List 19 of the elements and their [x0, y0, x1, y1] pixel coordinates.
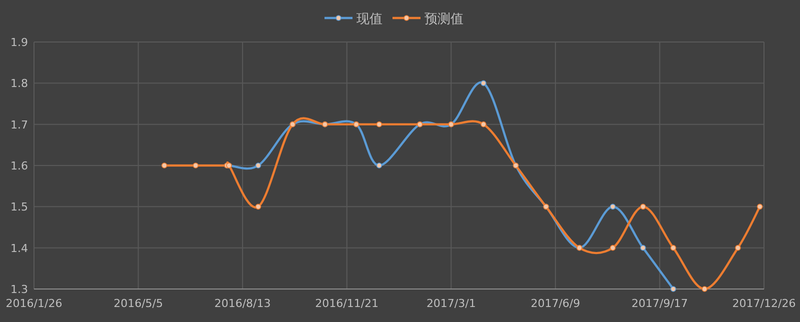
point — [610, 204, 616, 210]
point — [640, 204, 646, 210]
point — [376, 162, 382, 168]
point — [735, 244, 741, 251]
point — [670, 244, 676, 251]
point — [480, 80, 486, 86]
point — [192, 162, 199, 168]
point — [640, 244, 646, 251]
point — [161, 162, 168, 168]
point — [376, 121, 382, 128]
point — [670, 286, 676, 292]
legend-label: 预测值 — [424, 12, 464, 27]
point — [255, 162, 262, 168]
point — [702, 286, 708, 292]
legend-label: 现值 — [356, 12, 382, 27]
point — [610, 244, 616, 251]
point — [255, 204, 262, 210]
point — [756, 204, 763, 210]
point — [480, 121, 486, 128]
